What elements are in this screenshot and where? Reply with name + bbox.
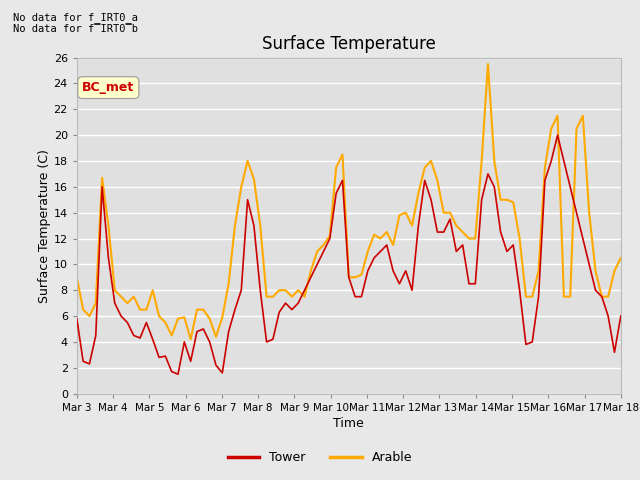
Legend: Tower, Arable: Tower, Arable <box>223 446 417 469</box>
Text: No data for f_IRT0_a: No data for f_IRT0_a <box>13 12 138 23</box>
Title: Surface Temperature: Surface Temperature <box>262 35 436 53</box>
X-axis label: Time: Time <box>333 417 364 430</box>
Text: No data for f̅IRT0̅b: No data for f̅IRT0̅b <box>13 24 138 34</box>
Y-axis label: Surface Temperature (C): Surface Temperature (C) <box>38 149 51 302</box>
Text: BC_met: BC_met <box>82 81 134 94</box>
